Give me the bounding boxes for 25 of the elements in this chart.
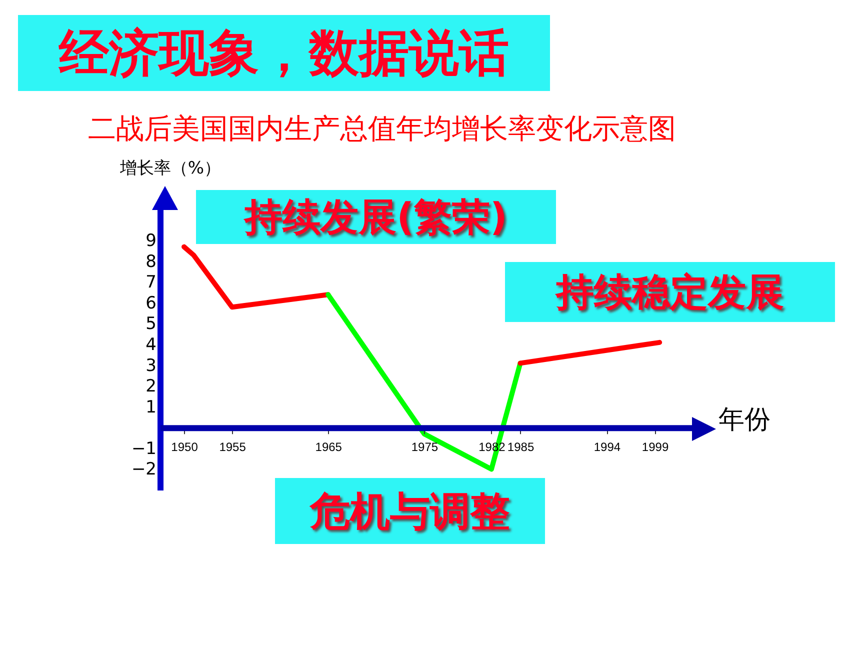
y-tick-label: 5 [146,314,156,334]
y-tick-label: −1 [131,438,156,459]
y-tick-label: 8 [146,252,156,272]
annotation: 持续发展(繁荣) [196,190,556,244]
y-tick-label: 9 [146,231,156,252]
y-tick-label: 1 [146,397,156,418]
y-axis-title: 增长率（%） [118,158,222,178]
y-tick-label: −2 [131,460,156,480]
x-axis-title: 年份 [718,405,770,436]
y-tick-label: 7 [146,272,156,293]
y-tick-label: 4 [146,335,156,355]
x-tick-label: 1955 [219,440,246,454]
chart-title: 经济现象，数据说话 [18,15,550,91]
annotation: 持续稳定发展 [505,262,835,322]
x-tick-label: 1985 [507,440,534,454]
x-tick-label: 1994 [594,440,621,454]
x-tick-label: 1950 [171,440,198,454]
y-tick-label: 3 [146,356,156,376]
annotation: 危机与调整 [275,478,545,544]
x-tick-label: 1999 [642,440,669,454]
y-tick-label: 2 [146,376,156,397]
x-tick-label: 1975 [411,440,438,454]
x-tick-label: 1965 [315,440,342,454]
y-tick-label: 6 [146,293,156,314]
chart-subtitle: 二战后美国国内生产总值年均增长率变化示意图 [88,111,676,147]
